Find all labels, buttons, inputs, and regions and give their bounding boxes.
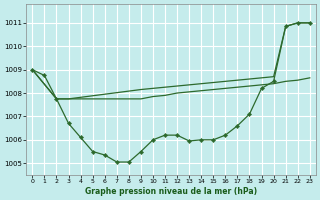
X-axis label: Graphe pression niveau de la mer (hPa): Graphe pression niveau de la mer (hPa) — [85, 187, 257, 196]
